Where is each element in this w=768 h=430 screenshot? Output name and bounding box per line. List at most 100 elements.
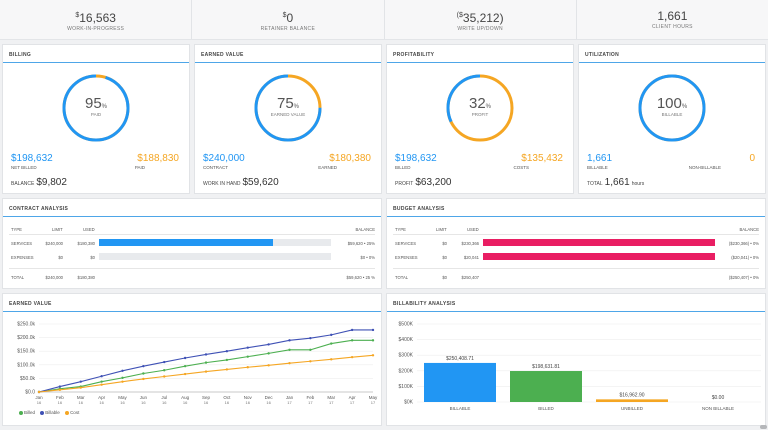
bar-value-label: $0.00 — [712, 395, 725, 401]
series-line-billed — [38, 339, 373, 393]
data-point — [288, 339, 291, 342]
legend-dot-cost — [65, 410, 70, 415]
y-tick-label: $200K — [399, 368, 414, 374]
x-tick-year: 17 — [371, 400, 376, 405]
left-value: $240,000 — [203, 153, 245, 164]
data-point — [79, 386, 82, 389]
divider — [579, 62, 765, 63]
kpi-write-up[interactable]: ($35,212) WRITE UP/DOWN — [385, 0, 577, 39]
header-limit: LIMIT — [436, 227, 447, 232]
data-point — [371, 339, 375, 342]
card-title: BUDGET ANALYSIS — [393, 206, 445, 212]
data-point — [183, 356, 187, 360]
progress-ring-graphic — [254, 74, 322, 142]
x-tick-label: May — [369, 395, 378, 400]
usage-bar — [483, 253, 715, 260]
ring-caption: PAID — [90, 112, 102, 117]
usage-bar-fill — [99, 239, 273, 246]
divider — [195, 62, 381, 63]
card-title: PROFITABILITY — [393, 52, 435, 58]
x-tick-year: 16 — [183, 400, 188, 405]
y-tick-label: $500K — [399, 322, 414, 328]
ring-label: 95% PAID — [61, 95, 131, 117]
data-point — [371, 354, 375, 357]
right-value: 0 — [749, 153, 755, 164]
cell-balance: $59,620 • 25% — [347, 241, 375, 246]
scrollbar-handle[interactable] — [760, 425, 767, 429]
cell-type: EXPENSES — [395, 255, 418, 260]
right-label: PAID — [134, 165, 145, 170]
table-row[interactable]: EXPENSES $0 $20,041 ($20,041) • 0% — [387, 253, 765, 265]
x-tick-year: 16 — [225, 400, 230, 405]
x-tick-year: 17 — [308, 400, 313, 405]
data-point — [100, 380, 103, 383]
divider — [387, 311, 765, 312]
earned-value-chart-card: EARNED VALUE $0.0 $50.0k $100.0k $150.0k $20… — [2, 293, 382, 426]
ring-progress — [638, 74, 706, 142]
cell-used: $230,366 — [461, 241, 479, 246]
total-balance: ($250,407) • 0% — [728, 275, 759, 280]
y-tick-label: $200.0k — [17, 335, 35, 341]
data-point — [163, 360, 166, 364]
table-divider — [9, 234, 375, 235]
progress-ring: 75% EARNED VALUE — [253, 73, 323, 143]
right-value: $180,380 — [329, 153, 371, 164]
data-point — [350, 328, 354, 332]
x-tick-label: Apr — [98, 395, 106, 400]
legend-label[interactable]: Billed — [24, 410, 36, 415]
x-tick-label: Apr — [349, 395, 357, 400]
cell-balance: $0 • 0% — [360, 255, 375, 260]
right-label: EARNED — [318, 165, 337, 170]
x-tick-label: Jan — [286, 395, 294, 400]
kpi-label: WORK-IN-PROGRESS — [67, 26, 125, 32]
data-point — [37, 390, 41, 394]
data-point — [58, 385, 62, 388]
y-tick-label: $100.0k — [17, 362, 35, 368]
data-point — [246, 346, 249, 349]
cell-limit: $0 — [58, 255, 63, 260]
legend-label[interactable]: Billable — [45, 410, 60, 415]
ring-label: 75% EARNED VALUE — [253, 95, 323, 117]
data-point — [58, 388, 62, 392]
kpi-prefix: $ — [75, 12, 80, 19]
total-used: $250,407 — [461, 275, 479, 280]
x-tick-label: Jul — [161, 395, 167, 400]
kpi-wip[interactable]: $16,563 WORK-IN-PROGRESS — [0, 0, 193, 39]
percent-number: 75 — [276, 95, 294, 112]
right-value: $188,830 — [137, 153, 179, 164]
card-title: CONTRACT ANALYSIS — [9, 206, 69, 212]
data-point — [225, 358, 229, 362]
data-point — [121, 369, 124, 372]
footer-value: $63,200 — [415, 177, 452, 188]
cell-type: SERVICES — [11, 241, 33, 246]
legend-label[interactable]: Cost — [70, 410, 80, 415]
x-tick-year: 16 — [79, 400, 84, 405]
y-tick-label: $150.0k — [17, 349, 35, 355]
cell-limit: $0 — [442, 255, 447, 260]
ring-caption: BILLABLE — [661, 112, 683, 117]
y-tick-label: $250.0k — [17, 322, 35, 328]
table-row[interactable]: EXPENSES $0 $0 $0 • 0% — [3, 253, 381, 265]
x-tick-label: Aug — [181, 395, 190, 400]
bar-unbilled — [596, 399, 668, 402]
header-limit: LIMIT — [52, 227, 63, 232]
x-tick-label: Feb — [56, 395, 64, 400]
kpi-hours[interactable]: 1,661 CLIENT HOURS — [577, 0, 768, 39]
x-tick-label: Feb — [306, 395, 314, 400]
table-row[interactable]: SERVICES $240,000 $180,380 $59,620 • 25% — [3, 239, 381, 251]
x-tick-year: 16 — [204, 400, 209, 405]
data-point — [225, 368, 229, 371]
percent-value: 95% — [61, 95, 131, 112]
kpi-retainer[interactable]: $0 RETAINER BALANCE — [192, 0, 385, 39]
data-point — [309, 348, 312, 352]
percent-value: 100% — [637, 95, 707, 112]
kpi-prefix: ($ — [456, 12, 463, 19]
divider — [387, 62, 573, 63]
data-point — [142, 372, 145, 375]
left-label: BILLABLE — [587, 165, 608, 170]
table-row[interactable]: SERVICES $0 $230,366 ($230,366) • 0% — [387, 239, 765, 251]
data-point — [246, 366, 249, 369]
ring-label: 32% PROFIT — [445, 95, 515, 117]
progress-ring-graphic — [638, 74, 706, 142]
kpi-label: RETAINER BALANCE — [260, 26, 316, 32]
